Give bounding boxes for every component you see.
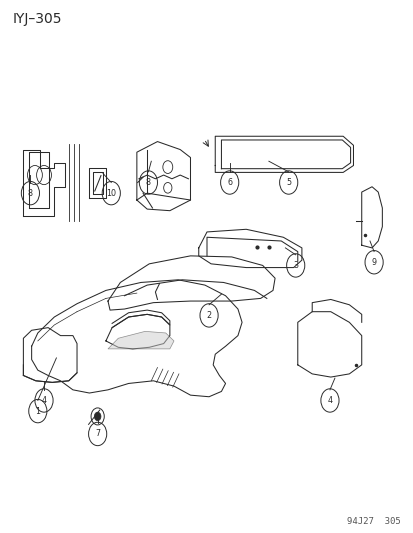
Text: 6: 6 bbox=[227, 178, 232, 187]
Polygon shape bbox=[108, 332, 173, 349]
Text: 3: 3 bbox=[292, 261, 297, 270]
Text: 10: 10 bbox=[106, 189, 116, 198]
Text: 9: 9 bbox=[370, 258, 376, 266]
Text: 4: 4 bbox=[41, 396, 46, 405]
Text: 5: 5 bbox=[285, 178, 291, 187]
Text: 94J27  305: 94J27 305 bbox=[347, 517, 400, 526]
Text: 2: 2 bbox=[206, 311, 211, 320]
Text: 4: 4 bbox=[327, 396, 332, 405]
Text: 7: 7 bbox=[95, 430, 100, 439]
Circle shape bbox=[94, 412, 101, 421]
Text: 1: 1 bbox=[35, 407, 40, 416]
Text: 8: 8 bbox=[28, 189, 33, 198]
Text: 8: 8 bbox=[145, 178, 151, 187]
Text: IYJ–305: IYJ–305 bbox=[13, 12, 62, 27]
